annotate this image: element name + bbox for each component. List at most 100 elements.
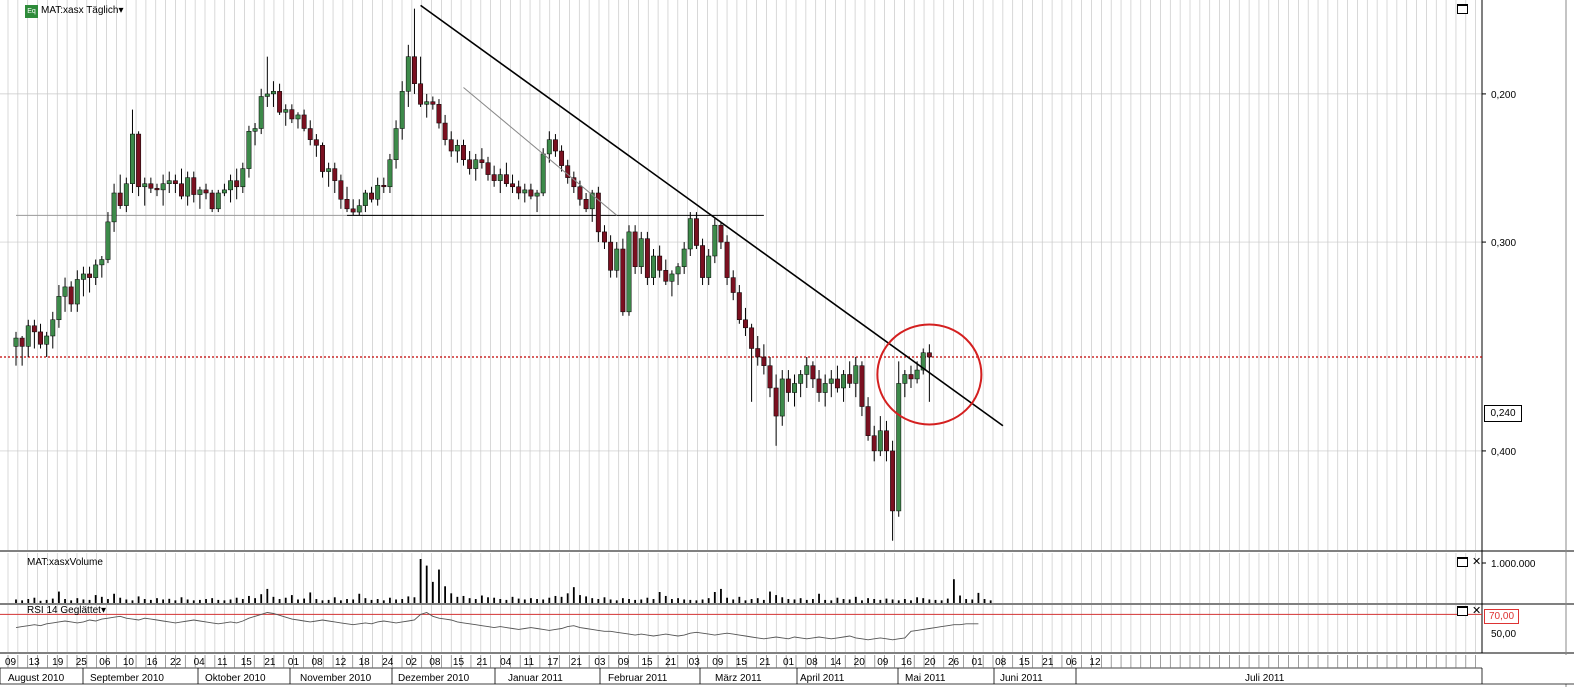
volume-bar bbox=[21, 600, 24, 603]
close-volume-panel-icon[interactable]: ✕ bbox=[1472, 556, 1482, 568]
chart-title[interactable]: MAT:xasx Täglich▾ bbox=[41, 5, 123, 16]
day-label: 21 bbox=[759, 657, 771, 668]
chevron-down-icon[interactable]: ▾ bbox=[118, 5, 124, 16]
candle bbox=[289, 104, 295, 124]
candle-body bbox=[412, 56, 417, 84]
candle-body bbox=[914, 369, 920, 380]
volume-bar bbox=[683, 599, 686, 603]
candle-body bbox=[197, 189, 203, 195]
candle bbox=[847, 361, 853, 388]
candle bbox=[595, 186, 601, 243]
candle bbox=[117, 174, 123, 209]
candle-body bbox=[859, 365, 865, 407]
day-label: 21 bbox=[665, 657, 677, 668]
candle-body bbox=[295, 114, 301, 120]
candle-body bbox=[687, 218, 693, 250]
volume-bar bbox=[793, 599, 796, 603]
volume-bar bbox=[27, 599, 30, 603]
volume-bar bbox=[211, 598, 214, 603]
candle-body bbox=[393, 128, 399, 160]
day-label: 06 bbox=[99, 657, 111, 668]
candle-body bbox=[418, 83, 424, 105]
candle-body bbox=[638, 238, 644, 267]
candle-body bbox=[283, 109, 289, 113]
volume-bar bbox=[131, 600, 134, 603]
candle bbox=[755, 335, 761, 366]
candle bbox=[602, 225, 607, 249]
candle-body bbox=[675, 266, 681, 275]
chevron-down-icon[interactable]: ▾ bbox=[100, 605, 106, 616]
close-rsi-panel-icon[interactable]: ✕ bbox=[1472, 605, 1482, 617]
volume-bar bbox=[946, 598, 949, 603]
trendline bbox=[463, 87, 618, 216]
day-label: 08 bbox=[429, 657, 441, 668]
candle-body bbox=[356, 205, 362, 213]
volume-bar bbox=[327, 599, 330, 603]
candle-body bbox=[332, 168, 338, 181]
candle bbox=[485, 156, 491, 181]
candle bbox=[13, 331, 19, 366]
rsi-level-label: 70,00 bbox=[1484, 609, 1519, 624]
candle bbox=[393, 120, 399, 169]
candle bbox=[779, 370, 785, 426]
candle-body bbox=[80, 273, 86, 280]
candle bbox=[307, 120, 313, 146]
day-label: 09 bbox=[5, 657, 17, 668]
day-label: 08 bbox=[807, 657, 819, 668]
candle-body bbox=[626, 231, 632, 313]
volume-bar bbox=[879, 599, 882, 603]
candle-body bbox=[516, 186, 522, 194]
volume-bar bbox=[407, 596, 410, 603]
volume-bar bbox=[910, 600, 912, 603]
candle bbox=[258, 88, 264, 135]
volume-bar bbox=[517, 598, 520, 603]
candle-body bbox=[773, 387, 779, 417]
volume-bar bbox=[254, 598, 256, 603]
volume-bar bbox=[321, 600, 324, 603]
volume-bar bbox=[916, 597, 919, 603]
candle-body bbox=[908, 374, 914, 380]
month-label: Juni 2011 bbox=[1000, 673, 1043, 684]
day-label: 13 bbox=[29, 657, 41, 668]
volume-bar bbox=[346, 599, 348, 603]
candle-body bbox=[602, 231, 607, 243]
volume-bar bbox=[505, 599, 508, 603]
candle bbox=[130, 109, 135, 193]
maximize-volume-panel-icon[interactable] bbox=[1457, 557, 1468, 567]
candle bbox=[105, 212, 111, 264]
candle-body bbox=[865, 406, 871, 436]
volume-scale-label: 1.000.000 bbox=[1491, 559, 1536, 570]
candle-body bbox=[209, 192, 215, 210]
candle-body bbox=[215, 192, 221, 210]
candle-body bbox=[724, 241, 730, 278]
day-label: 15 bbox=[642, 657, 654, 668]
volume-bar bbox=[192, 600, 195, 603]
candle bbox=[920, 348, 926, 375]
volume-bar bbox=[107, 599, 109, 603]
candle-body bbox=[326, 168, 332, 172]
candle-body bbox=[510, 183, 515, 188]
candle bbox=[80, 266, 86, 297]
candle bbox=[221, 183, 227, 197]
candle bbox=[191, 171, 197, 203]
maximize-price-panel-icon[interactable] bbox=[1457, 4, 1468, 14]
candle bbox=[56, 285, 62, 328]
rsi-panel-title[interactable]: RSI 14 Geglättet▾ bbox=[27, 605, 106, 616]
candle bbox=[497, 168, 503, 193]
maximize-rsi-panel-icon[interactable] bbox=[1457, 606, 1468, 616]
candle bbox=[356, 199, 362, 216]
candle bbox=[559, 145, 565, 172]
candle-body bbox=[136, 133, 142, 188]
candle bbox=[663, 259, 669, 286]
candle bbox=[283, 104, 289, 126]
candle-body bbox=[246, 131, 252, 169]
candle-body bbox=[87, 273, 93, 278]
candle-body bbox=[700, 245, 706, 278]
candle-body bbox=[546, 139, 552, 155]
volume-bar bbox=[186, 599, 189, 603]
day-label: 15 bbox=[1019, 657, 1031, 668]
candle bbox=[718, 221, 724, 249]
trendlines bbox=[420, 4, 1004, 427]
candle-body bbox=[191, 177, 197, 195]
price-tick-label: 0,300 bbox=[1491, 238, 1516, 249]
